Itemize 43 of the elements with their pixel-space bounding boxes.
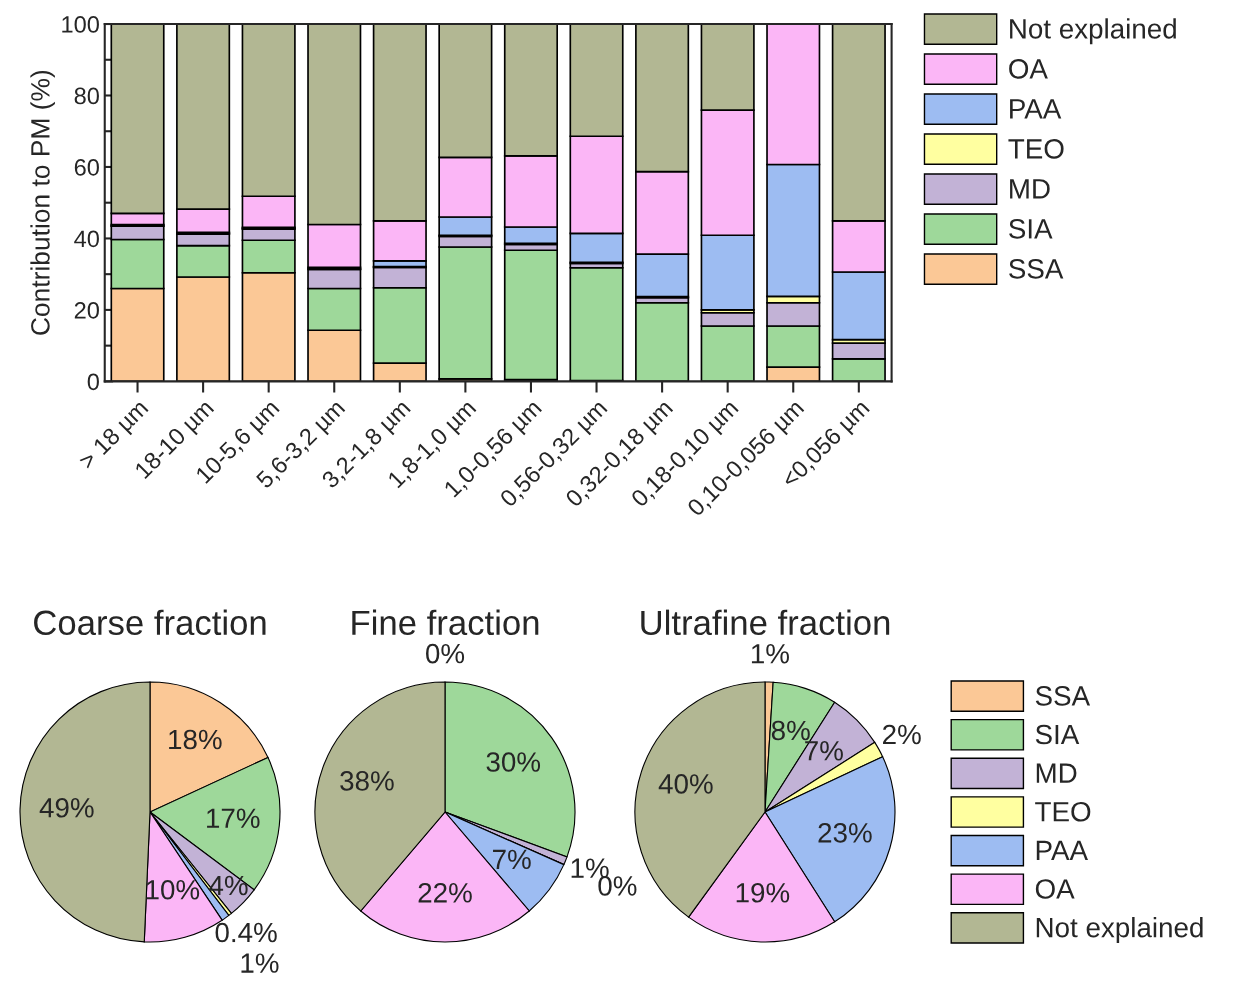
data-label: 23% [818,823,872,843]
data-label: 19% [736,882,790,903]
y-tick-label: 80 [74,87,99,105]
text: 0% [426,643,465,664]
legend-label: PAA [1010,99,1062,119]
legend-label: SSA [1035,686,1091,706]
data-label: 38% [340,771,394,791]
legend-label: SIA [1009,219,1053,239]
data-label: 7% [493,849,531,870]
legend-label: OA [1009,59,1048,79]
legend-label: PAA [1036,840,1089,860]
data-label: 1% [241,953,279,973]
legend-label: Not explained [1036,917,1203,943]
y-tick-label: 100 [62,16,99,33]
data-label: 1% [751,643,789,664]
y-axis-title: Contribution to PM (%) [30,70,55,335]
chart-title: Fine fraction [352,609,539,636]
legend-label: SIA [1035,724,1080,745]
data-label: 2% [883,724,921,745]
legend-label: MD [1010,179,1050,199]
data-label: 49% [39,797,94,818]
legend-label: SSA [1009,259,1064,279]
data-label: 18% [169,729,222,750]
y-tick-label: 40 [74,230,99,248]
text: 0% [598,876,637,896]
legend-label: MD [1036,763,1077,783]
chart-title: Coarse fraction [34,609,266,636]
legend-label: Not explained [1010,18,1176,45]
data-label: 1% [571,858,609,878]
data-label: 22% [418,882,472,903]
data-label: 7% [805,741,843,761]
legend-label: TEO [1008,139,1064,159]
data-label: 0.4% [215,922,277,943]
chart-title: Ultrafine fraction [641,609,890,636]
data-label: 8% [771,720,810,741]
legend-label: TEO [1035,801,1091,822]
data-label: 40% [658,774,713,794]
data-label: 30% [486,752,541,772]
y-tick-label: 0 [87,373,99,391]
data-label: 17% [207,808,260,829]
y-tick-label: 20 [74,301,99,319]
legend-label: OA [1035,879,1075,899]
y-tick-label: 60 [74,159,99,176]
